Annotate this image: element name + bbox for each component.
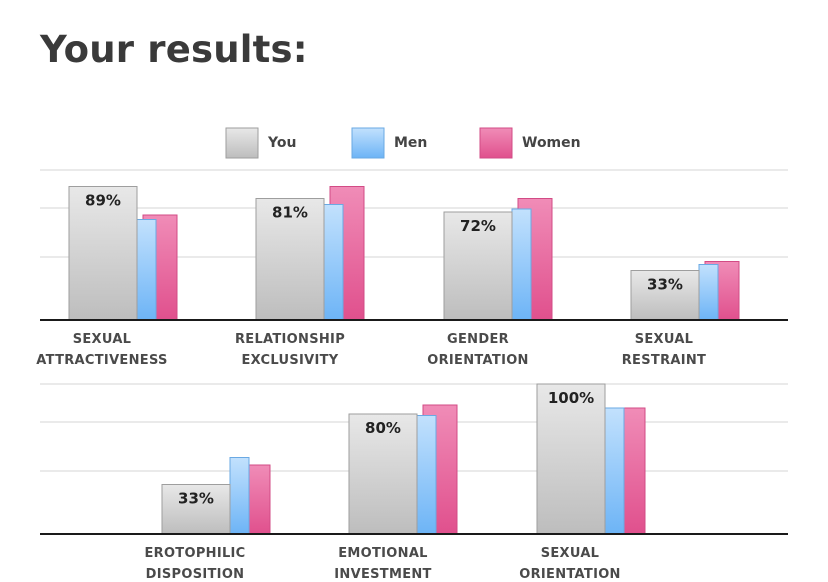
bar-men-sexual-restraint	[698, 264, 719, 321]
bar-men-sexual-orientation	[604, 407, 625, 535]
category-label: DISPOSITION	[146, 567, 245, 582]
bar-you-erotophilic-disposition	[161, 484, 231, 535]
bar-men-erotophilic-disposition	[229, 457, 250, 535]
legend-swatch-you	[225, 127, 259, 159]
bar-you-sexual-orientation	[536, 383, 606, 535]
category-label: EXCLUSIVITY	[241, 353, 338, 368]
value-label-sexual-restraint: 33%	[647, 276, 683, 294]
category-label: GENDER	[447, 332, 509, 347]
bar-you-gender-orientation	[443, 211, 513, 321]
page-title: Your results:	[40, 28, 308, 71]
category-label: RELATIONSHIP	[235, 332, 345, 347]
value-label-sexual-attractiveness: 89%	[85, 192, 121, 210]
value-label-emotional-investment: 80%	[365, 419, 401, 437]
value-label-sexual-orientation: 100%	[548, 389, 594, 407]
bar-you-emotional-investment	[348, 413, 418, 535]
chart-legend: You Men Women	[225, 127, 581, 159]
chart-panel-bottom: 33% EROTOPHILIC DISPOSITION 80% EMOTIONAL INV…	[40, 383, 788, 582]
category-label: INVESTMENT	[334, 567, 431, 582]
value-label-gender-orientation: 72%	[460, 217, 496, 235]
bar-men-sexual-attractiveness	[136, 219, 157, 321]
category-label: EROTOPHILIC	[144, 546, 245, 561]
legend-label-you: You	[267, 135, 296, 151]
category-label: SEXUAL	[635, 332, 694, 347]
legend-label-men: Men	[394, 135, 427, 151]
bar-you-relationship-exclusivity	[255, 198, 325, 321]
category-label: EMOTIONAL	[338, 546, 428, 561]
legend-swatch-women	[479, 127, 513, 159]
category-label: RESTRAINT	[622, 353, 706, 368]
bar-you-sexual-restraint	[630, 270, 700, 321]
value-label-relationship-exclusivity: 81%	[272, 204, 308, 222]
category-label: ATTRACTIVENESS	[36, 353, 167, 368]
category-label: ORIENTATION	[519, 567, 621, 582]
bar-men-gender-orientation	[511, 208, 532, 321]
bar-men-relationship-exclusivity	[323, 204, 344, 321]
value-label-erotophilic-disposition: 33%	[178, 490, 214, 508]
bar-you-sexual-attractiveness	[68, 186, 138, 321]
legend-swatch-men	[351, 127, 385, 159]
chart-panel-top: 89% SEXUAL ATTRACTIVENESS 81% RELATIONSHIP EX…	[36, 169, 788, 368]
category-label: ORIENTATION	[427, 353, 529, 368]
legend-label-women: Women	[522, 135, 581, 151]
category-label: SEXUAL	[73, 332, 132, 347]
bar-men-emotional-investment	[416, 415, 437, 535]
category-label: SEXUAL	[541, 546, 600, 561]
